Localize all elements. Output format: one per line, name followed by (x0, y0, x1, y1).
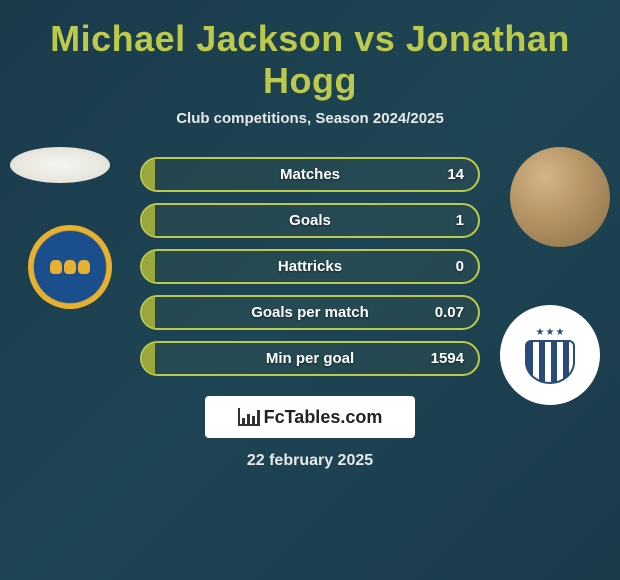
stat-value: 0 (456, 258, 464, 275)
stat-row: Hattricks 0 (140, 249, 480, 284)
stat-label: Min per goal (266, 350, 354, 367)
stat-fill (142, 297, 155, 328)
star-icon: ★ (555, 327, 564, 338)
stat-value: 14 (447, 166, 464, 183)
crest-shield-icon (525, 340, 575, 384)
stat-label: Hattricks (278, 258, 342, 275)
bar-chart-icon (238, 408, 260, 426)
stat-row: Goals 1 (140, 203, 480, 238)
date-label: 22 february 2025 (0, 452, 620, 470)
stat-value: 1594 (431, 350, 464, 367)
stat-fill (142, 159, 155, 190)
crest-lion-icon (78, 260, 90, 274)
stat-label: Goals (289, 212, 331, 229)
stat-fill (142, 343, 155, 374)
brand-label: FcTables.com (264, 407, 383, 428)
crest-stars: ★ ★ ★ (536, 327, 565, 338)
stat-label: Matches (280, 166, 340, 183)
stat-row: Goals per match 0.07 (140, 295, 480, 330)
player-left-avatar (10, 147, 110, 183)
stat-label: Goals per match (251, 304, 369, 321)
stat-value: 0.07 (435, 304, 464, 321)
comparison-area: ★ ★ ★ Matches 14 Goals 1 Hattricks 0 Goals per… (0, 157, 620, 470)
stat-fill (142, 251, 155, 282)
stat-fill (142, 205, 155, 236)
crest-inner (45, 242, 95, 292)
crest-lion-icon (64, 260, 76, 274)
crest-lion-icon (50, 260, 62, 274)
player-right-avatar (510, 147, 610, 247)
shrewsbury-town-crest (28, 225, 112, 309)
stats-list: Matches 14 Goals 1 Hattricks 0 Goals per match… (140, 157, 480, 376)
huddersfield-town-crest: ★ ★ ★ (500, 305, 600, 405)
star-icon: ★ (546, 327, 555, 338)
star-icon: ★ (536, 327, 545, 338)
subtitle: Club competitions, Season 2024/2025 (0, 110, 620, 127)
fctables-logo[interactable]: FcTables.com (205, 396, 415, 438)
stat-row: Matches 14 (140, 157, 480, 192)
stat-row: Min per goal 1594 (140, 341, 480, 376)
stat-value: 1 (456, 212, 464, 229)
page-title: Michael Jackson vs Jonathan Hogg (0, 0, 620, 102)
